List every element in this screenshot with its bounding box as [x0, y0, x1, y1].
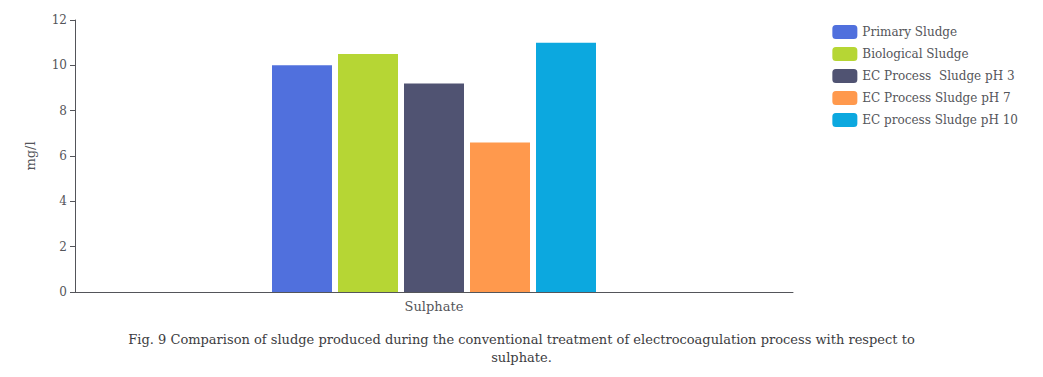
svg-text:12: 12: [52, 13, 67, 27]
svg-text:sulphate.: sulphate.: [491, 350, 552, 365]
svg-text:Biological Sludge: Biological Sludge: [862, 47, 968, 61]
svg-text:0: 0: [59, 285, 67, 299]
svg-text:Sulphate: Sulphate: [405, 299, 464, 314]
svg-text:4: 4: [59, 194, 67, 208]
svg-text:EC Process Sludge pH 3: EC Process Sludge pH 3: [862, 69, 1014, 83]
svg-text:mg/l: mg/l: [23, 141, 38, 170]
svg-text:EC Process Sludge pH 7: EC Process Sludge pH 7: [862, 91, 1010, 105]
svg-text:2: 2: [59, 240, 67, 254]
svg-text:Primary Sludge: Primary Sludge: [862, 25, 957, 39]
svg-text:10: 10: [52, 58, 67, 72]
svg-text:EC process Sludge pH 10: EC process Sludge pH 10: [862, 113, 1018, 127]
svg-text:6: 6: [59, 149, 67, 163]
svg-text:8: 8: [59, 104, 67, 118]
svg-text:Fig. 9 Comparison of sludge pr: Fig. 9 Comparison of sludge produced dur…: [128, 332, 915, 347]
